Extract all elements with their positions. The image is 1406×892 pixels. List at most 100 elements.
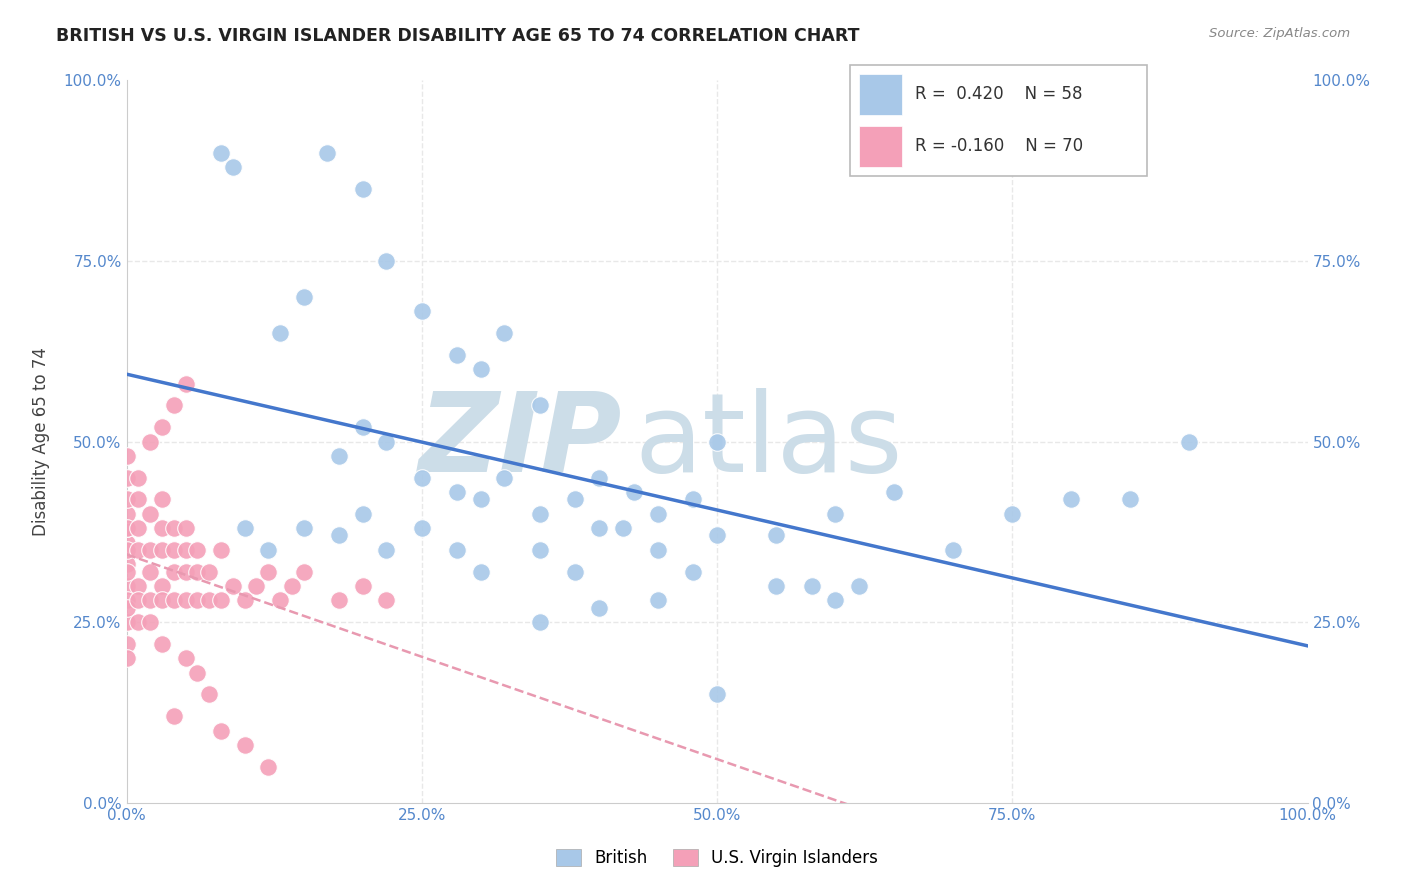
U.S. Virgin Islanders	[150, 593, 173, 607]
British	[529, 398, 551, 412]
British	[375, 542, 398, 557]
Text: BRITISH VS U.S. VIRGIN ISLANDER DISABILITY AGE 65 TO 74 CORRELATION CHART: BRITISH VS U.S. VIRGIN ISLANDER DISABILI…	[56, 27, 859, 45]
U.S. Virgin Islanders	[150, 420, 173, 434]
U.S. Virgin Islanders	[139, 565, 162, 579]
British	[1001, 507, 1024, 521]
U.S. Virgin Islanders	[127, 579, 149, 593]
FancyBboxPatch shape	[849, 65, 1147, 176]
British	[352, 182, 374, 196]
U.S. Virgin Islanders	[150, 579, 173, 593]
British	[848, 579, 870, 593]
U.S. Virgin Islanders	[174, 521, 197, 535]
U.S. Virgin Islanders	[139, 507, 162, 521]
U.S. Virgin Islanders	[186, 593, 208, 607]
U.S. Virgin Islanders	[375, 593, 398, 607]
U.S. Virgin Islanders	[163, 565, 186, 579]
British	[564, 492, 586, 507]
U.S. Virgin Islanders	[139, 593, 162, 607]
British	[564, 565, 586, 579]
U.S. Virgin Islanders	[174, 565, 197, 579]
U.S. Virgin Islanders	[198, 593, 221, 607]
U.S. Virgin Islanders	[352, 579, 374, 593]
British	[209, 145, 232, 160]
U.S. Virgin Islanders	[186, 565, 208, 579]
British	[682, 492, 704, 507]
British	[765, 528, 787, 542]
British	[1060, 492, 1083, 507]
British	[411, 471, 433, 485]
Text: Source: ZipAtlas.com: Source: ZipAtlas.com	[1209, 27, 1350, 40]
U.S. Virgin Islanders	[115, 449, 138, 463]
British	[1178, 434, 1201, 449]
British	[883, 485, 905, 500]
U.S. Virgin Islanders	[115, 542, 138, 557]
British	[623, 485, 645, 500]
U.S. Virgin Islanders	[257, 565, 280, 579]
British	[824, 507, 846, 521]
Text: ZIP: ZIP	[419, 388, 623, 495]
U.S. Virgin Islanders	[150, 542, 173, 557]
U.S. Virgin Islanders	[139, 542, 162, 557]
British	[470, 565, 492, 579]
U.S. Virgin Islanders	[127, 521, 149, 535]
British	[411, 521, 433, 535]
Text: R =  0.420    N = 58: R = 0.420 N = 58	[915, 85, 1083, 103]
U.S. Virgin Islanders	[281, 579, 304, 593]
U.S. Virgin Islanders	[245, 579, 267, 593]
Y-axis label: Disability Age 65 to 74: Disability Age 65 to 74	[32, 347, 49, 536]
British	[470, 362, 492, 376]
British	[292, 521, 315, 535]
British	[352, 420, 374, 434]
U.S. Virgin Islanders	[115, 521, 138, 535]
U.S. Virgin Islanders	[150, 637, 173, 651]
British	[706, 528, 728, 542]
U.S. Virgin Islanders	[127, 593, 149, 607]
British	[706, 687, 728, 701]
British	[494, 471, 516, 485]
U.S. Virgin Islanders	[163, 542, 186, 557]
U.S. Virgin Islanders	[115, 521, 138, 535]
British	[529, 615, 551, 630]
U.S. Virgin Islanders	[150, 521, 173, 535]
Bar	[859, 126, 903, 167]
U.S. Virgin Islanders	[139, 434, 162, 449]
U.S. Virgin Islanders	[198, 687, 221, 701]
British	[682, 565, 704, 579]
British	[257, 542, 280, 557]
British	[328, 528, 350, 542]
British	[588, 600, 610, 615]
U.S. Virgin Islanders	[150, 492, 173, 507]
U.S. Virgin Islanders	[115, 579, 138, 593]
U.S. Virgin Islanders	[233, 593, 256, 607]
U.S. Virgin Islanders	[209, 723, 232, 738]
British	[706, 434, 728, 449]
U.S. Virgin Islanders	[186, 542, 208, 557]
U.S. Virgin Islanders	[198, 565, 221, 579]
U.S. Virgin Islanders	[127, 615, 149, 630]
British	[446, 348, 468, 362]
Text: atlas: atlas	[634, 388, 903, 495]
British	[494, 326, 516, 341]
U.S. Virgin Islanders	[233, 738, 256, 752]
U.S. Virgin Islanders	[127, 492, 149, 507]
U.S. Virgin Islanders	[163, 593, 186, 607]
British	[352, 507, 374, 521]
British	[269, 326, 291, 341]
U.S. Virgin Islanders	[174, 651, 197, 665]
U.S. Virgin Islanders	[115, 615, 138, 630]
U.S. Virgin Islanders	[115, 565, 138, 579]
British	[233, 521, 256, 535]
British	[529, 507, 551, 521]
Legend: British, U.S. Virgin Islanders: British, U.S. Virgin Islanders	[550, 842, 884, 874]
U.S. Virgin Islanders	[269, 593, 291, 607]
British	[316, 145, 339, 160]
British	[470, 492, 492, 507]
U.S. Virgin Islanders	[292, 565, 315, 579]
British	[529, 542, 551, 557]
British	[765, 579, 787, 593]
British	[647, 507, 669, 521]
British	[222, 160, 245, 174]
U.S. Virgin Islanders	[115, 471, 138, 485]
U.S. Virgin Islanders	[163, 521, 186, 535]
British	[411, 304, 433, 318]
